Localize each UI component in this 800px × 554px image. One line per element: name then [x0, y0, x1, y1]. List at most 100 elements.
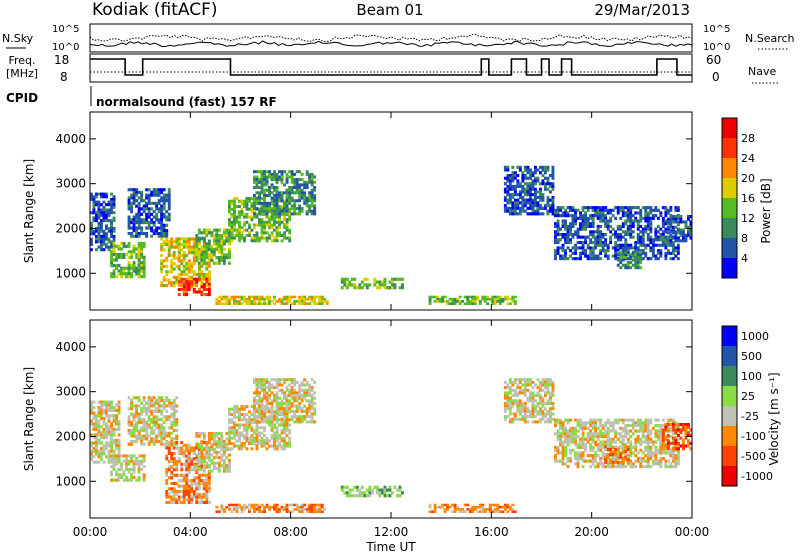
- data-cell: [280, 383, 284, 387]
- data-cell: [195, 446, 199, 450]
- data-cell: [142, 459, 146, 463]
- data-cell: [313, 407, 317, 411]
- data-cell: [192, 451, 196, 455]
- colorbar-segment: [722, 178, 737, 198]
- data-cell: [571, 233, 575, 237]
- data-cell: [97, 229, 101, 233]
- data-cell: [656, 235, 660, 239]
- data-cell: [228, 300, 231, 303]
- data-cell: [273, 199, 276, 203]
- data-cell: [192, 237, 196, 241]
- data-cell: [107, 457, 111, 461]
- data-cell: [561, 246, 565, 250]
- data-cell: [187, 500, 191, 504]
- data-cell: [127, 423, 131, 427]
- data-cell: [245, 505, 249, 509]
- data-cell: [222, 458, 226, 462]
- data-cell: [581, 222, 585, 226]
- data-cell: [157, 418, 161, 422]
- data-cell: [300, 209, 304, 213]
- data-cell: [536, 179, 540, 183]
- data-cell: [215, 442, 219, 446]
- data-cell: [564, 435, 567, 439]
- data-cell: [506, 187, 510, 191]
- data-cell: [217, 245, 221, 249]
- data-cell: [293, 380, 297, 384]
- data-cell: [97, 237, 101, 241]
- data-cell: [313, 508, 317, 511]
- data-cell: [300, 505, 304, 509]
- data-cell: [556, 435, 560, 439]
- data-cell: [170, 441, 174, 445]
- data-cell: [350, 488, 354, 492]
- data-cell: [651, 238, 655, 242]
- data-cell: [313, 297, 317, 301]
- data-cell: [92, 455, 96, 459]
- data-cell: [629, 266, 633, 270]
- data-cell: [298, 420, 302, 424]
- data-cell: [92, 414, 96, 418]
- data-cell: [345, 283, 349, 287]
- data-cell: [180, 277, 184, 281]
- data-cell: [175, 490, 179, 494]
- data-cell: [293, 201, 297, 205]
- data-cell: [609, 421, 613, 425]
- data-cell: [233, 228, 236, 232]
- data-cell: [631, 246, 635, 250]
- data-cell: [348, 491, 352, 495]
- data-cell: [541, 198, 545, 202]
- data-cell: [205, 498, 209, 502]
- data-cell: [167, 451, 171, 455]
- data-cell: [275, 194, 279, 197]
- data-cell: [147, 407, 151, 411]
- data-cell: [120, 241, 123, 246]
- data-cell: [581, 251, 585, 255]
- data-cell: [629, 246, 633, 250]
- data-cell: [120, 475, 123, 479]
- data-cell: [265, 178, 269, 182]
- data-cell: [518, 388, 522, 392]
- data-cell: [541, 383, 545, 387]
- data-cell: [275, 236, 279, 240]
- data-cell: [596, 465, 600, 469]
- data-cell: [175, 498, 179, 502]
- data-cell: [165, 270, 169, 274]
- data-cell: [182, 282, 186, 286]
- data-cell: [115, 422, 118, 426]
- data-cell: [315, 510, 319, 513]
- data-cell: [456, 508, 460, 511]
- data-cell: [516, 179, 520, 183]
- data-cell: [584, 216, 587, 220]
- data-cell: [624, 250, 628, 254]
- data-cell: [596, 216, 600, 220]
- data-cell: [162, 259, 166, 263]
- data-cell: [243, 436, 246, 440]
- data-cell: [591, 459, 595, 463]
- data-cell: [320, 510, 324, 513]
- data-cell: [591, 235, 595, 239]
- data-cell: [574, 454, 577, 458]
- data-cell: [275, 380, 279, 384]
- data-cell: [110, 478, 113, 482]
- data-cell: [187, 282, 191, 286]
- data-cell: [584, 241, 587, 245]
- data-cell: [248, 436, 251, 440]
- data-cell: [95, 438, 98, 442]
- data-cell: [564, 219, 567, 223]
- data-cell: [559, 227, 562, 231]
- data-cell: [674, 220, 678, 224]
- data-cell: [564, 426, 567, 430]
- data-cell: [137, 269, 141, 273]
- data-cell: [202, 245, 206, 249]
- data-cell: [493, 508, 497, 511]
- data-cell: [549, 409, 552, 413]
- data-cell: [498, 300, 502, 303]
- data-cell: [401, 491, 404, 495]
- data-cell: [243, 508, 246, 511]
- data-cell: [591, 424, 595, 428]
- data-cell: [574, 435, 577, 439]
- data-cell: [177, 242, 181, 246]
- data-cell: [228, 453, 231, 457]
- data-cell: [666, 222, 670, 226]
- data-cell: [240, 431, 244, 435]
